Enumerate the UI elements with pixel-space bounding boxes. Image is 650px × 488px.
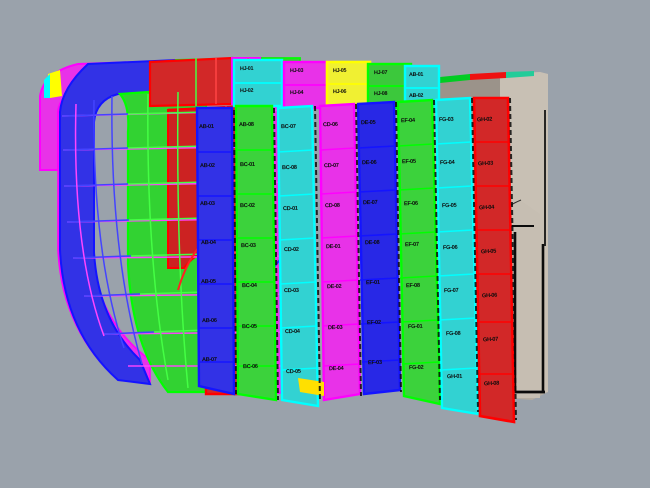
panel-column-blue-1 xyxy=(195,106,236,396)
panel-column-magenta-1 xyxy=(298,102,362,402)
top-edge-color-strip-red xyxy=(470,72,506,80)
top-panel-strip xyxy=(232,58,441,112)
mesh-band-blue xyxy=(59,58,177,386)
panel-column-green-2 xyxy=(396,98,442,406)
panel-column-array xyxy=(195,96,517,424)
panel-column-red-1 xyxy=(472,96,516,424)
top-edge-color-strip-cyan xyxy=(506,71,534,78)
mesh-band-red-top xyxy=(148,56,234,108)
corner-marker-cyan xyxy=(44,74,50,98)
panel-marker-yellow-bottom xyxy=(298,378,324,396)
panel-column-green-1 xyxy=(234,104,278,402)
panel-column-cyan-1 xyxy=(276,104,320,408)
column-seam-lines xyxy=(233,97,517,421)
panel-column-blue-2 xyxy=(356,100,402,396)
panel-column-cyan-2 xyxy=(434,96,480,416)
corner-marker-yellow xyxy=(48,70,62,98)
